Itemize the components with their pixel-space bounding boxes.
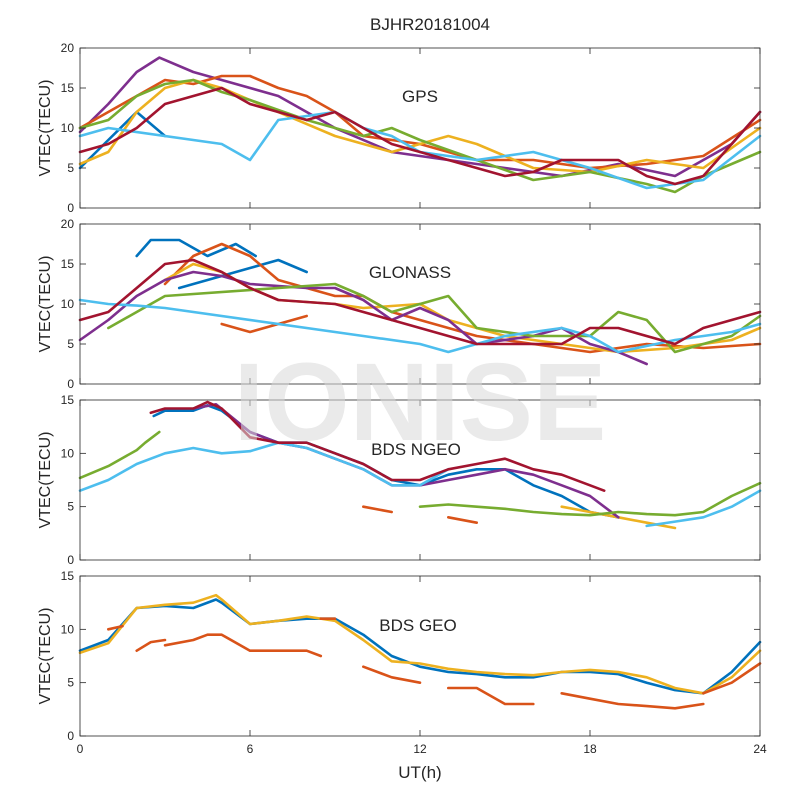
panel-4: 0 5 10 15 0 6 12 18 24 VTEC(TECU) BDS GEO — [37, 569, 767, 756]
series-line-3-10 — [149, 400, 606, 492]
y-axis-label: VTEC(TECU) — [37, 256, 54, 353]
panel-label: BDS GEO — [379, 616, 456, 635]
series-line-3-3 — [447, 516, 478, 524]
series-line-4-5 — [163, 633, 323, 658]
series-line-3-9 — [645, 489, 762, 528]
y-tick-label: 5 — [67, 337, 74, 351]
series-line-4-10 — [702, 662, 762, 695]
y-axis-label: VTEC(TECU) — [37, 432, 54, 529]
y-tick-label: 15 — [61, 569, 75, 583]
panel-label: GPS — [402, 87, 438, 106]
series-line-3-8 — [78, 441, 450, 492]
panel-3: 0 5 10 15 VTEC(TECU) BDS NGEO — [37, 393, 762, 567]
y-tick-label: 10 — [61, 622, 75, 636]
y-tick-label: 5 — [67, 161, 74, 175]
y-axis-label: VTEC(TECU) — [37, 80, 54, 177]
series-line-1-2 — [78, 56, 762, 178]
y-tick-label: 0 — [67, 729, 74, 743]
series-line-2-2 — [177, 258, 308, 290]
series-line-1-3 — [78, 74, 762, 170]
watermark: IONISE — [234, 341, 607, 464]
series-line-3-6 — [78, 430, 161, 480]
series-line-1-6 — [78, 110, 762, 190]
y-tick-label: 15 — [61, 257, 75, 271]
series-line-4-1 — [78, 598, 762, 695]
series-line-3-7 — [418, 481, 762, 517]
panel-label: GLONASS — [369, 263, 451, 282]
series-line-2-4 — [220, 314, 308, 334]
x-tick-label: 24 — [753, 742, 767, 756]
y-tick-label: 15 — [61, 81, 75, 95]
x-tick-label: 0 — [77, 742, 84, 756]
y-tick-label: 10 — [61, 446, 75, 460]
series-line-4-7 — [362, 665, 422, 684]
y-tick-label: 15 — [61, 393, 75, 407]
series-line-2-1 — [135, 238, 257, 258]
y-tick-label: 0 — [67, 377, 74, 391]
x-tick-label: 12 — [413, 742, 427, 756]
series-line-4-8 — [447, 686, 535, 706]
y-tick-label: 5 — [67, 676, 74, 690]
axes-box — [79, 47, 761, 209]
axes-box — [79, 575, 761, 737]
series-line-4-4 — [135, 638, 167, 652]
y-tick-label: 20 — [61, 217, 75, 231]
y-tick-label: 5 — [67, 500, 74, 514]
series-line-1-7 — [78, 86, 762, 186]
series-line-4-2 — [78, 593, 762, 695]
y-tick-label: 0 — [67, 201, 74, 215]
series-line-1-4 — [78, 78, 762, 174]
y-tick-label: 20 — [61, 41, 75, 55]
x-axis-label: UT(h) — [398, 763, 441, 782]
series-line-2-3 — [163, 242, 762, 354]
y-tick-label: 10 — [61, 121, 75, 135]
series-line-3-2 — [362, 505, 393, 514]
figure-title: BJHR20181004 — [370, 15, 490, 34]
panel-1: 0 5 10 15 20 VTEC(TECU) GPS — [37, 41, 762, 215]
y-tick-label: 10 — [61, 297, 75, 311]
series-line-4-3 — [107, 624, 124, 631]
series-line-2-7 — [107, 282, 762, 354]
y-tick-label: 0 — [67, 553, 74, 567]
series-line-1-1 — [78, 110, 167, 170]
x-tick-label: 18 — [583, 742, 597, 756]
x-tick-label: 6 — [247, 742, 254, 756]
series-line-2-9 — [78, 258, 762, 346]
chart-panels: 0 5 10 15 20 VTEC(TECU) GPS 0 5 10 15 20 VTEC(TECU) G… — [37, 41, 767, 756]
panel-2: 0 5 10 15 20 VTEC(TECU) GLONASS — [37, 217, 762, 391]
series-line-4-9 — [560, 692, 705, 710]
panel-label: BDS NGEO — [371, 440, 461, 459]
y-axis-label: VTEC(TECU) — [37, 608, 54, 705]
